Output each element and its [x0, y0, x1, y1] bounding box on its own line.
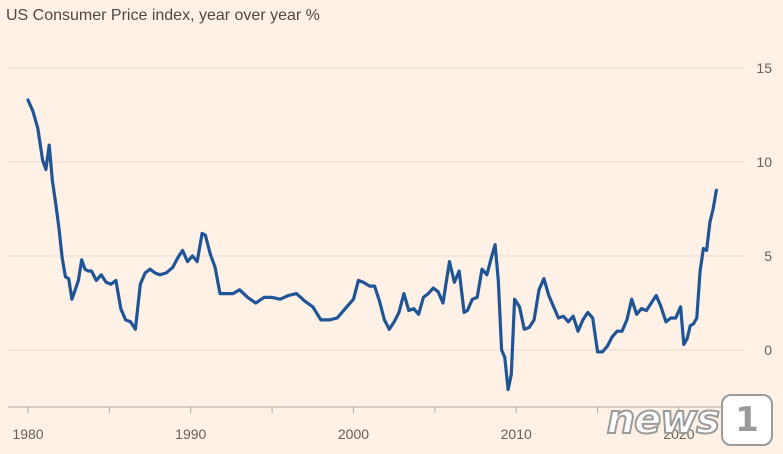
news1-watermark: news 1	[606, 394, 773, 446]
cpi-series-line	[26, 98, 718, 392]
y-tick-label: 5	[764, 248, 772, 264]
x-axis-ticks: 1980 1990 2000 2010 2020	[12, 407, 695, 442]
x-tick-label: 1980	[12, 426, 43, 442]
x-tick-label: 2000	[338, 426, 369, 442]
grid-lines	[8, 67, 745, 408]
x-tick-label: 2010	[501, 426, 532, 442]
x-tick-label: 2020	[663, 426, 694, 442]
x-tick-label: 1990	[175, 426, 206, 442]
y-tick-label: 0	[764, 342, 772, 358]
y-axis-ticks: 0 5 10 15	[756, 60, 772, 358]
watermark-logo-badge: 1	[721, 394, 773, 446]
watermark-logo-text: news	[606, 396, 721, 444]
chart-title: US Consumer Price index, year over year …	[6, 7, 320, 24]
y-tick-label: 10	[756, 154, 772, 170]
y-tick-label: 15	[756, 60, 772, 76]
